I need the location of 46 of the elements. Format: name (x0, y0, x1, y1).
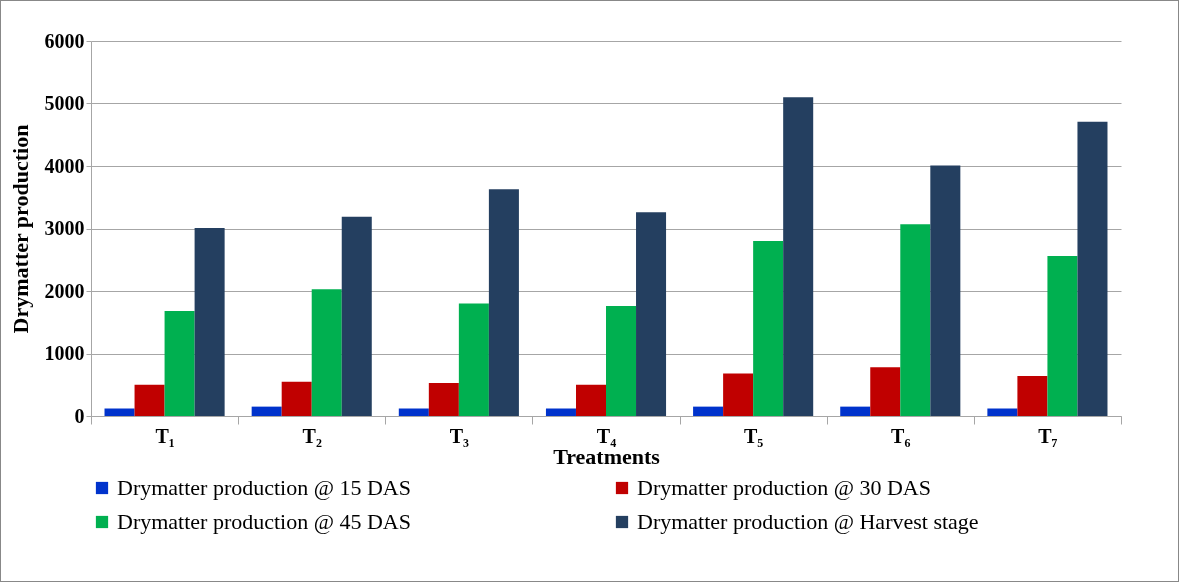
bar (1017, 376, 1048, 416)
x-tick-label: T₃ (449, 424, 470, 447)
bar (606, 306, 637, 416)
legend-label: Drymatter production @ 15 DAS (117, 475, 411, 500)
bar (341, 216, 372, 416)
y-tick-label: 6000 (44, 29, 85, 52)
bar (134, 384, 165, 416)
bar (900, 224, 931, 416)
bar (1077, 121, 1108, 416)
bar (311, 289, 342, 416)
bar (840, 406, 871, 416)
y-tick-label: 5000 (44, 92, 85, 114)
bar (636, 212, 667, 416)
bar (164, 311, 195, 416)
bar (194, 227, 225, 416)
bar (251, 406, 282, 416)
bar (870, 367, 901, 416)
y-tick-label: 4000 (44, 154, 85, 177)
y-tick-label: 3000 (44, 217, 85, 239)
x-tick-label: T₆ (891, 424, 911, 447)
bar (753, 241, 784, 416)
bar (723, 373, 754, 416)
bar (545, 408, 576, 416)
y-tick-label: 2000 (44, 279, 85, 302)
x-tick-label: T₅ (743, 424, 764, 447)
y-tick-label: 0 (74, 404, 85, 427)
x-tick-label: T₁ (155, 424, 175, 447)
bar (987, 408, 1018, 416)
y-axis-title: Drymatter production (7, 124, 33, 334)
y-tick-label: 1000 (44, 342, 85, 364)
legend-label: Drymatter production @ 45 DAS (117, 509, 411, 534)
bar (428, 382, 459, 416)
bar (398, 408, 429, 416)
bar (783, 97, 814, 416)
bar (693, 406, 724, 416)
bar (458, 303, 489, 416)
bar (104, 408, 135, 416)
x-tick-label: T₂ (302, 424, 322, 447)
bar (1047, 256, 1078, 416)
legend-label: Drymatter production @ 30 DAS (637, 475, 931, 500)
bar (488, 189, 519, 416)
bar (930, 165, 961, 416)
bar (575, 384, 606, 416)
bar (281, 381, 312, 416)
legend-label: Drymatter production @ Harvest stage (637, 509, 979, 534)
x-tick-label: T₇ (1038, 424, 1058, 447)
